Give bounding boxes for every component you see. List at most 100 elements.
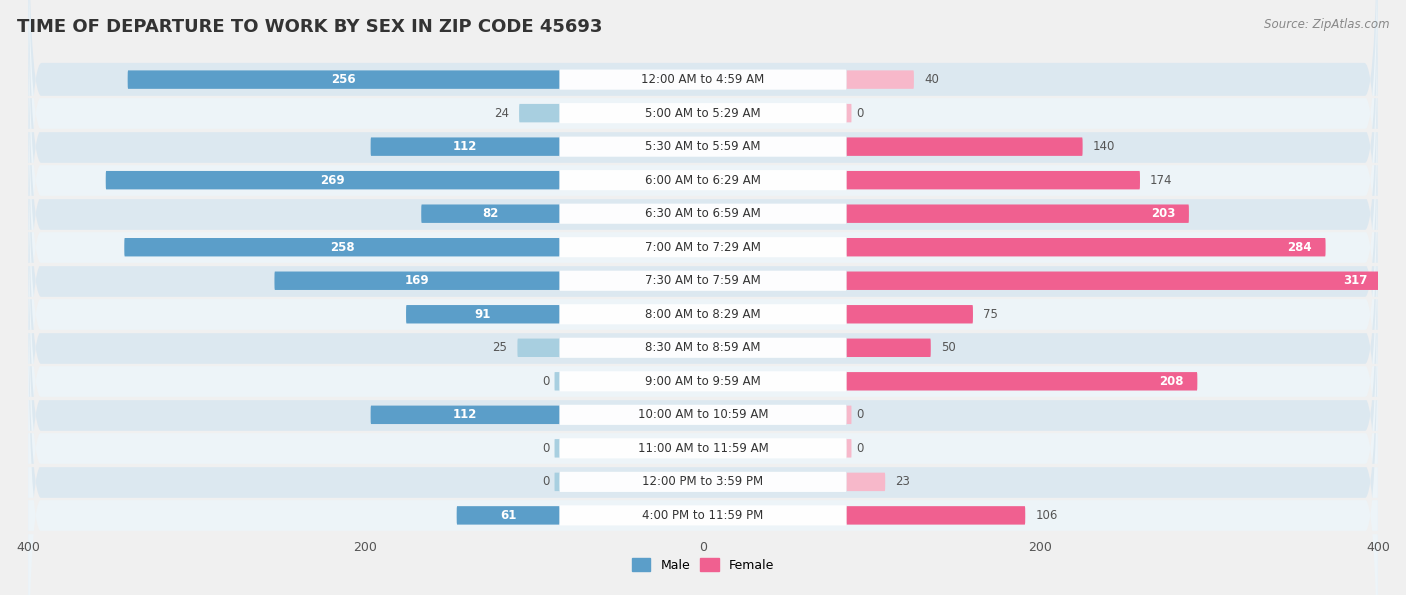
FancyBboxPatch shape	[846, 472, 886, 491]
Text: 11:00 AM to 11:59 AM: 11:00 AM to 11:59 AM	[638, 442, 768, 455]
Bar	[28, 96, 1378, 97]
Text: 12:00 AM to 4:59 AM: 12:00 AM to 4:59 AM	[641, 73, 765, 86]
Text: 10:00 AM to 10:59 AM: 10:00 AM to 10:59 AM	[638, 408, 768, 421]
Bar	[28, 196, 1378, 198]
Text: 0: 0	[543, 375, 550, 388]
FancyBboxPatch shape	[560, 103, 846, 123]
Bar	[28, 163, 1378, 164]
Text: 6:30 AM to 6:59 AM: 6:30 AM to 6:59 AM	[645, 207, 761, 220]
FancyBboxPatch shape	[28, 0, 1378, 465]
FancyBboxPatch shape	[128, 70, 560, 89]
FancyBboxPatch shape	[560, 137, 846, 156]
Bar	[28, 498, 1378, 499]
FancyBboxPatch shape	[846, 104, 852, 123]
FancyBboxPatch shape	[28, 197, 1378, 595]
Text: 75: 75	[983, 308, 998, 321]
FancyBboxPatch shape	[846, 238, 1326, 256]
FancyBboxPatch shape	[371, 137, 560, 156]
Text: 106: 106	[1035, 509, 1057, 522]
Text: 24: 24	[494, 107, 509, 120]
Text: 61: 61	[501, 509, 516, 522]
Text: 0: 0	[543, 475, 550, 488]
FancyBboxPatch shape	[371, 406, 560, 424]
Text: 12:00 PM to 3:59 PM: 12:00 PM to 3:59 PM	[643, 475, 763, 488]
FancyBboxPatch shape	[560, 304, 846, 324]
FancyBboxPatch shape	[846, 171, 1140, 189]
Text: 140: 140	[1092, 140, 1115, 153]
Text: 4:00 PM to 11:59 PM: 4:00 PM to 11:59 PM	[643, 509, 763, 522]
FancyBboxPatch shape	[422, 205, 560, 223]
FancyBboxPatch shape	[846, 339, 931, 357]
Bar	[28, 364, 1378, 365]
FancyBboxPatch shape	[554, 372, 560, 390]
FancyBboxPatch shape	[105, 171, 560, 189]
Text: 317: 317	[1343, 274, 1368, 287]
Bar	[28, 129, 1378, 130]
Text: 269: 269	[321, 174, 344, 187]
Bar	[28, 465, 1378, 466]
FancyBboxPatch shape	[560, 271, 846, 291]
FancyBboxPatch shape	[406, 305, 560, 324]
Text: 82: 82	[482, 207, 499, 220]
Text: 7:00 AM to 7:29 AM: 7:00 AM to 7:29 AM	[645, 241, 761, 253]
Text: 25: 25	[492, 342, 508, 354]
Bar	[28, 531, 1378, 533]
Text: 208: 208	[1160, 375, 1184, 388]
FancyBboxPatch shape	[560, 405, 846, 425]
FancyBboxPatch shape	[846, 406, 852, 424]
FancyBboxPatch shape	[28, 96, 1378, 595]
FancyBboxPatch shape	[560, 237, 846, 257]
Text: 0: 0	[856, 408, 863, 421]
Text: 91: 91	[475, 308, 491, 321]
Bar	[28, 431, 1378, 432]
FancyBboxPatch shape	[846, 70, 914, 89]
FancyBboxPatch shape	[846, 271, 1381, 290]
Text: 112: 112	[453, 408, 477, 421]
FancyBboxPatch shape	[28, 63, 1378, 566]
FancyBboxPatch shape	[28, 0, 1378, 365]
FancyBboxPatch shape	[554, 439, 560, 458]
FancyBboxPatch shape	[560, 70, 846, 90]
FancyBboxPatch shape	[560, 338, 846, 358]
FancyBboxPatch shape	[846, 439, 852, 458]
Text: 40: 40	[924, 73, 939, 86]
Text: 50: 50	[941, 342, 956, 354]
Bar	[28, 264, 1378, 265]
Text: 0: 0	[856, 107, 863, 120]
Text: 8:30 AM to 8:59 AM: 8:30 AM to 8:59 AM	[645, 342, 761, 354]
Text: 5:30 AM to 5:59 AM: 5:30 AM to 5:59 AM	[645, 140, 761, 153]
FancyBboxPatch shape	[457, 506, 560, 525]
FancyBboxPatch shape	[124, 238, 560, 256]
Text: 9:00 AM to 9:59 AM: 9:00 AM to 9:59 AM	[645, 375, 761, 388]
FancyBboxPatch shape	[560, 371, 846, 392]
Text: 0: 0	[856, 442, 863, 455]
FancyBboxPatch shape	[28, 0, 1378, 499]
Text: Source: ZipAtlas.com: Source: ZipAtlas.com	[1264, 18, 1389, 31]
Text: TIME OF DEPARTURE TO WORK BY SEX IN ZIP CODE 45693: TIME OF DEPARTURE TO WORK BY SEX IN ZIP …	[17, 18, 602, 36]
FancyBboxPatch shape	[28, 230, 1378, 595]
FancyBboxPatch shape	[517, 339, 560, 357]
Text: 203: 203	[1152, 207, 1175, 220]
FancyBboxPatch shape	[28, 164, 1378, 595]
Bar	[28, 230, 1378, 231]
Text: 0: 0	[543, 442, 550, 455]
Text: 6:00 AM to 6:29 AM: 6:00 AM to 6:29 AM	[645, 174, 761, 187]
FancyBboxPatch shape	[28, 130, 1378, 595]
Text: 23: 23	[896, 475, 910, 488]
FancyBboxPatch shape	[28, 0, 1378, 431]
FancyBboxPatch shape	[846, 372, 1198, 390]
FancyBboxPatch shape	[274, 271, 560, 290]
Text: 284: 284	[1288, 241, 1312, 253]
FancyBboxPatch shape	[846, 305, 973, 324]
FancyBboxPatch shape	[560, 170, 846, 190]
FancyBboxPatch shape	[846, 137, 1083, 156]
Text: 112: 112	[453, 140, 477, 153]
FancyBboxPatch shape	[554, 472, 560, 491]
FancyBboxPatch shape	[28, 0, 1378, 331]
FancyBboxPatch shape	[846, 205, 1189, 223]
FancyBboxPatch shape	[560, 472, 846, 492]
FancyBboxPatch shape	[28, 29, 1378, 532]
Bar	[28, 397, 1378, 399]
FancyBboxPatch shape	[560, 203, 846, 224]
FancyBboxPatch shape	[846, 506, 1025, 525]
